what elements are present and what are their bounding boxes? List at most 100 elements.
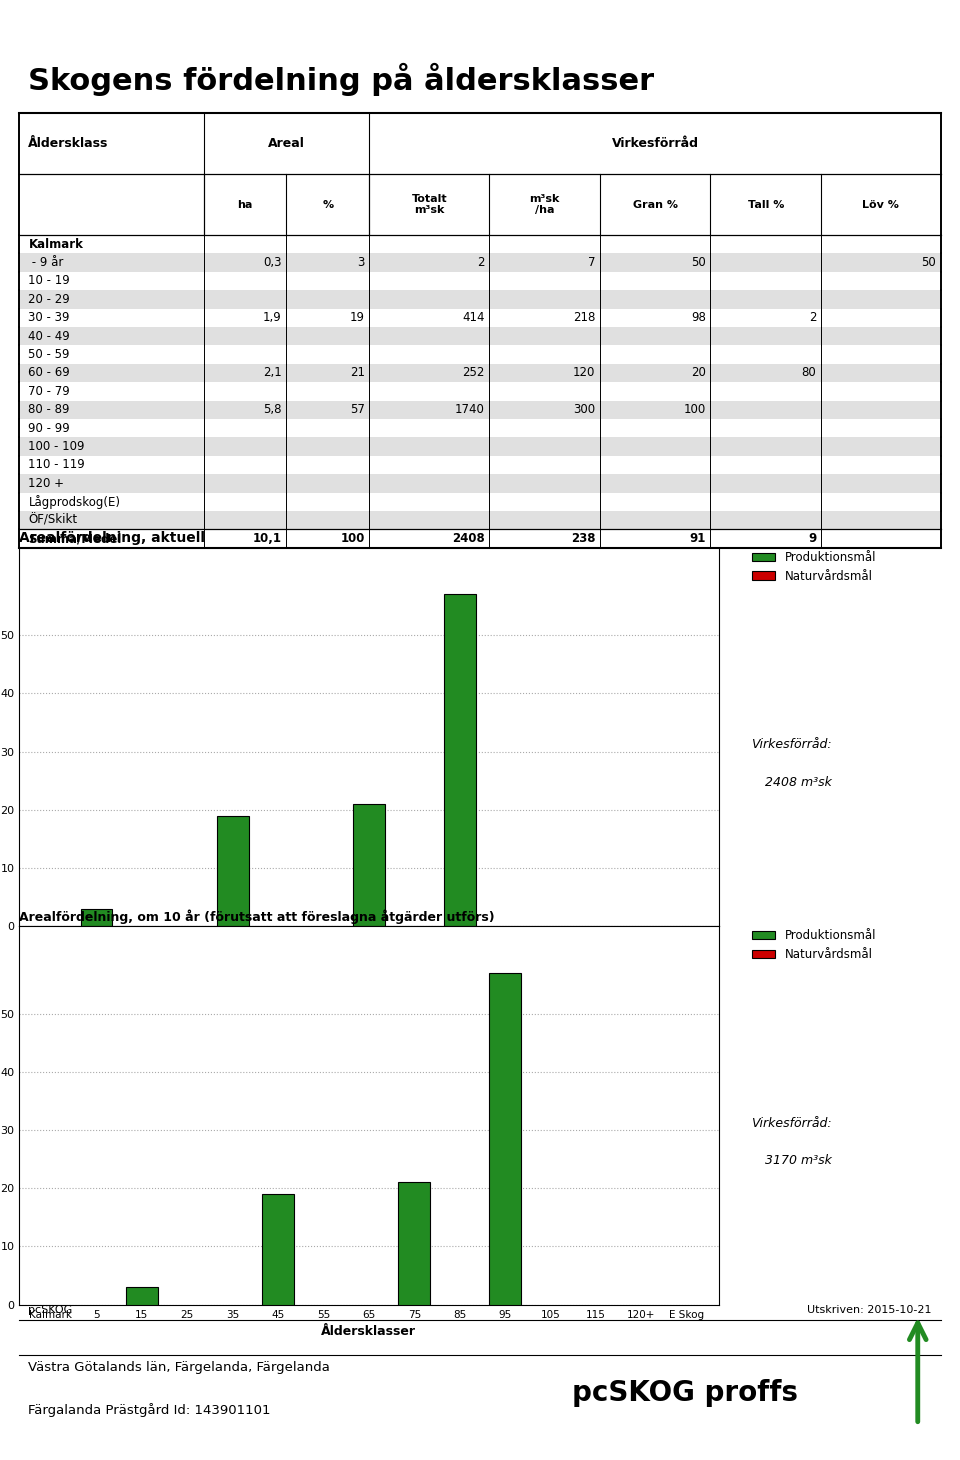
- Point: [198, 299, 209, 317]
- Point: [815, 337, 827, 355]
- Point: [815, 539, 827, 556]
- Point: [13, 282, 25, 299]
- Bar: [19, 511, 941, 530]
- Text: 2,1: 2,1: [263, 366, 282, 380]
- Text: 218: 218: [573, 311, 595, 324]
- Point: [364, 299, 375, 317]
- Point: [594, 483, 606, 501]
- Point: [705, 521, 716, 539]
- Bar: [217, 816, 249, 926]
- Point: [935, 245, 947, 263]
- Point: [13, 374, 25, 391]
- Point: [364, 483, 375, 501]
- Text: Löv %: Löv %: [862, 200, 900, 210]
- Text: 30 - 39: 30 - 39: [29, 311, 70, 324]
- Point: [705, 318, 716, 336]
- Point: [594, 502, 606, 520]
- Point: [594, 318, 606, 336]
- Point: [280, 466, 292, 483]
- Text: 60 - 69: 60 - 69: [29, 366, 70, 380]
- Point: [364, 374, 375, 391]
- Point: [198, 337, 209, 355]
- Point: [364, 466, 375, 483]
- Point: [13, 466, 25, 483]
- Text: 238: 238: [570, 531, 595, 545]
- Point: [364, 410, 375, 428]
- Point: [364, 318, 375, 336]
- Point: [594, 245, 606, 263]
- Point: [198, 263, 209, 280]
- Text: 100 - 109: 100 - 109: [29, 439, 84, 453]
- Point: [705, 429, 716, 447]
- Text: 300: 300: [573, 403, 595, 416]
- Point: [594, 391, 606, 409]
- Point: [935, 318, 947, 336]
- Point: [815, 391, 827, 409]
- Point: [280, 539, 292, 556]
- Point: [198, 226, 209, 244]
- Point: [13, 483, 25, 501]
- Point: [935, 466, 947, 483]
- Point: [364, 483, 375, 501]
- Point: [280, 391, 292, 409]
- Point: [364, 374, 375, 391]
- Point: [13, 466, 25, 483]
- Point: [935, 502, 947, 520]
- Text: 2: 2: [477, 255, 485, 269]
- Point: [594, 337, 606, 355]
- Bar: [353, 804, 385, 926]
- Point: [280, 355, 292, 372]
- Text: 414: 414: [462, 311, 485, 324]
- Point: [594, 245, 606, 263]
- Text: Arealfördelning, aktuell: Arealfördelning, aktuell: [19, 531, 205, 545]
- Bar: [19, 492, 941, 511]
- Text: 50 - 59: 50 - 59: [29, 347, 70, 361]
- Point: [484, 539, 495, 556]
- Point: [935, 447, 947, 464]
- Point: [815, 447, 827, 464]
- Point: [815, 374, 827, 391]
- Point: [935, 410, 947, 428]
- Text: 70 - 79: 70 - 79: [29, 385, 70, 399]
- Point: [13, 391, 25, 409]
- Point: [705, 466, 716, 483]
- Point: [364, 466, 375, 483]
- Point: [198, 502, 209, 520]
- Text: Totalt
m³sk: Totalt m³sk: [412, 194, 447, 215]
- Point: [198, 374, 209, 391]
- Point: [815, 521, 827, 539]
- Text: 2408: 2408: [452, 531, 485, 545]
- Point: [198, 355, 209, 372]
- Point: [13, 410, 25, 428]
- Bar: [444, 594, 475, 926]
- Text: 0,3: 0,3: [263, 255, 282, 269]
- Point: [594, 447, 606, 464]
- Point: [280, 447, 292, 464]
- Point: [705, 299, 716, 317]
- Point: [198, 447, 209, 464]
- Bar: [19, 364, 941, 383]
- Point: [198, 483, 209, 501]
- Point: [364, 355, 375, 372]
- Point: [13, 105, 25, 123]
- Legend: Produktionsmål, Naturvårdsmål: Produktionsmål, Naturvårdsmål: [747, 546, 881, 587]
- Point: [364, 105, 375, 123]
- Point: [484, 391, 495, 409]
- Point: [594, 318, 606, 336]
- Text: Lågprodskog(E): Lågprodskog(E): [29, 495, 120, 508]
- Point: [815, 282, 827, 299]
- Point: [13, 226, 25, 244]
- Point: [280, 410, 292, 428]
- Bar: [19, 114, 941, 174]
- Point: [364, 245, 375, 263]
- Bar: [490, 972, 521, 1305]
- Text: 100: 100: [341, 531, 365, 545]
- Point: [198, 521, 209, 539]
- Point: [705, 429, 716, 447]
- Point: [364, 226, 375, 244]
- Text: Arealfördelning, om 10 år (förutsatt att föreslagna åtgärder utförs): Arealfördelning, om 10 år (förutsatt att…: [19, 910, 494, 924]
- Point: [364, 318, 375, 336]
- Point: [705, 282, 716, 299]
- Point: [198, 318, 209, 336]
- Point: [815, 226, 827, 244]
